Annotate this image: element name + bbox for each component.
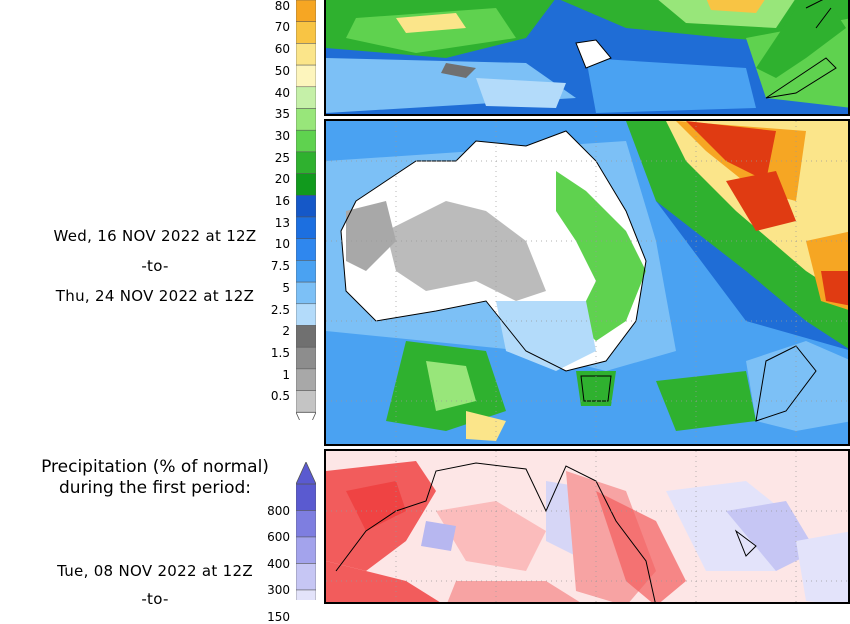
colorbar-swatch (295, 346, 317, 370)
colorbar-swatch (295, 510, 317, 538)
precip-colorbar-upper (295, 0, 317, 436)
lower-section-title-line1: Precipitation (% of normal) (41, 457, 269, 477)
period-start-lower: Tue, 08 NOV 2022 at 12Z (57, 562, 253, 580)
colorbar-tick-label: 10 (274, 237, 290, 252)
lower-section-title-line2: during the first period: (58, 478, 252, 498)
colorbar-swatch (295, 64, 317, 88)
colorbar-tick-label: 2 (282, 324, 290, 339)
colorbar-tick-label: 70 (274, 20, 290, 35)
colorbar-tick-label: 50 (274, 63, 290, 78)
colorbar-swatch (295, 195, 317, 218)
period-separator-upper: -to- (141, 257, 169, 275)
colorbar-tick-label: 80 (274, 0, 290, 13)
colorbar-tick-label: 25 (274, 150, 290, 165)
colorbar-swatch (295, 0, 317, 22)
colorbar-arrow (295, 461, 317, 485)
colorbar-swatch (295, 86, 317, 109)
colorbar-tick-label: 2.5 (270, 302, 290, 317)
period-start-upper: Wed, 16 NOV 2022 at 12Z (53, 227, 257, 245)
colorbar-swatch (295, 390, 317, 413)
colorbar-tick-label: 16 (274, 194, 290, 208)
colorbar-swatch (295, 43, 317, 66)
colorbar-upper-swatches (295, 0, 317, 436)
colorbar-tick-label: 7.5 (270, 259, 290, 274)
colorbar-swatch (295, 536, 317, 564)
colorbar-tick-label: 0.5 (270, 389, 290, 404)
colorbar-tick-label: 40 (274, 85, 290, 100)
colorbar-tick-label: 150 (267, 609, 290, 624)
colorbar-tick-label: 300 (267, 583, 290, 597)
colorbar-swatch (295, 303, 317, 326)
colorbar-tick-label: 60 (274, 42, 290, 57)
precip-map-panel-top (324, 0, 850, 116)
colorbar-tick-label: 35 (274, 107, 290, 122)
colorbar-tick-label: 800 (267, 503, 290, 518)
colorbar-tick-label: 30 (274, 128, 290, 143)
colorbar-swatch (295, 108, 317, 131)
colorbar-swatch (295, 483, 317, 511)
colorbar-tick-label: 5 (282, 280, 290, 295)
colorbar-tick-label: 400 (267, 556, 290, 571)
colorbar-tick-label: 20 (274, 172, 290, 187)
colorbar-swatch (295, 21, 317, 44)
colorbar-tick-label: 600 (267, 530, 290, 544)
colorbar-tick-label: 1.5 (270, 345, 290, 360)
precip-map-panel-main (324, 119, 850, 446)
period-end-upper: Thu, 24 NOV 2022 at 12Z (55, 287, 255, 305)
colorbar-tick-label: 1 (282, 367, 290, 382)
colorbar-arrow (295, 411, 317, 436)
colorbar-swatch (295, 368, 317, 391)
percent-normal-map-panel (324, 449, 850, 604)
colorbar-tick-label: 13 (274, 215, 290, 230)
colorbar-swatch (295, 129, 317, 153)
period-separator-lower: -to- (141, 590, 169, 608)
colorbar-swatch (295, 325, 317, 348)
colorbar-swatch (295, 173, 317, 196)
colorbar-swatch (295, 151, 317, 174)
